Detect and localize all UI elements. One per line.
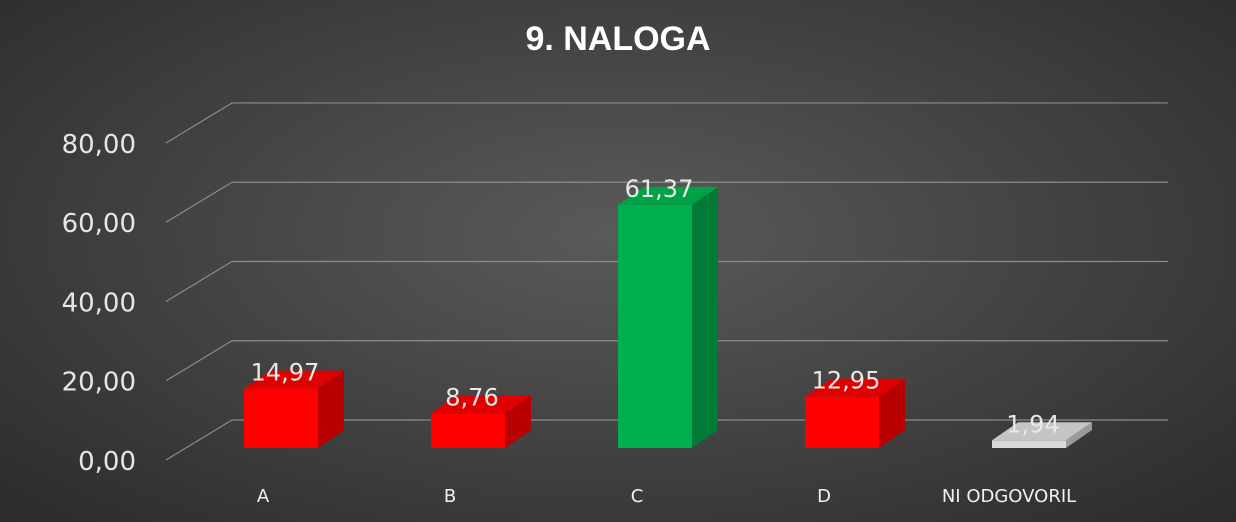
y-tick-label: 80,00: [62, 130, 136, 160]
bar-top: [431, 395, 531, 414]
x-tick-label: B: [444, 486, 456, 507]
bar-side: [1066, 422, 1092, 448]
gridline-depth: [165, 260, 233, 302]
x-tick-label: C: [631, 486, 644, 507]
bar-front: [992, 440, 1066, 448]
bar-A: [244, 370, 344, 448]
chart-title: 9. NALOGA: [525, 20, 710, 58]
x-tick-label: D: [817, 486, 831, 507]
bar-side: [692, 186, 718, 448]
data-label: 8,76: [445, 383, 498, 411]
bar-B: [431, 395, 531, 448]
bar-front: [244, 388, 318, 448]
y-tick-label: 40,00: [62, 288, 136, 318]
bar-D: [805, 378, 905, 448]
data-label: 14,97: [251, 359, 320, 387]
bar-side: [318, 370, 344, 448]
y-tick-label: 60,00: [62, 209, 136, 239]
bar-C: [618, 186, 718, 448]
bar-top: [618, 186, 718, 205]
gridline-depth: [165, 181, 233, 223]
bar-top: [992, 422, 1092, 441]
bar-NI ODGOVORIL: [992, 422, 1092, 448]
data-labels: 14,97 8,76 61,37 12,95 1,94: [251, 175, 1060, 439]
bar-side: [879, 378, 905, 448]
bar-top: [805, 378, 905, 397]
gridline-depth: [165, 419, 233, 461]
data-label: 12,95: [812, 367, 881, 395]
gridline-depth: [165, 102, 233, 144]
bars: [244, 186, 1092, 448]
x-tick-label: NI ODGOVORIL: [942, 486, 1076, 507]
bar-top: [244, 370, 344, 389]
data-label: 61,37: [625, 175, 694, 203]
y-tick-label: 0,00: [78, 447, 136, 477]
y-tick-label: 20,00: [62, 368, 136, 398]
bar-front: [431, 413, 505, 448]
data-label: 1,94: [1006, 410, 1059, 438]
x-axis-tick-labels: A B C D NI ODGOVORIL: [257, 486, 1076, 507]
x-tick-label: A: [257, 486, 270, 507]
y-axis-tick-labels: 0,00 20,00 40,00 60,00 80,00: [62, 130, 136, 477]
gridline-depth: [165, 340, 233, 382]
bar-side: [505, 395, 531, 448]
bar-front: [618, 204, 692, 448]
bar-front: [805, 396, 879, 448]
